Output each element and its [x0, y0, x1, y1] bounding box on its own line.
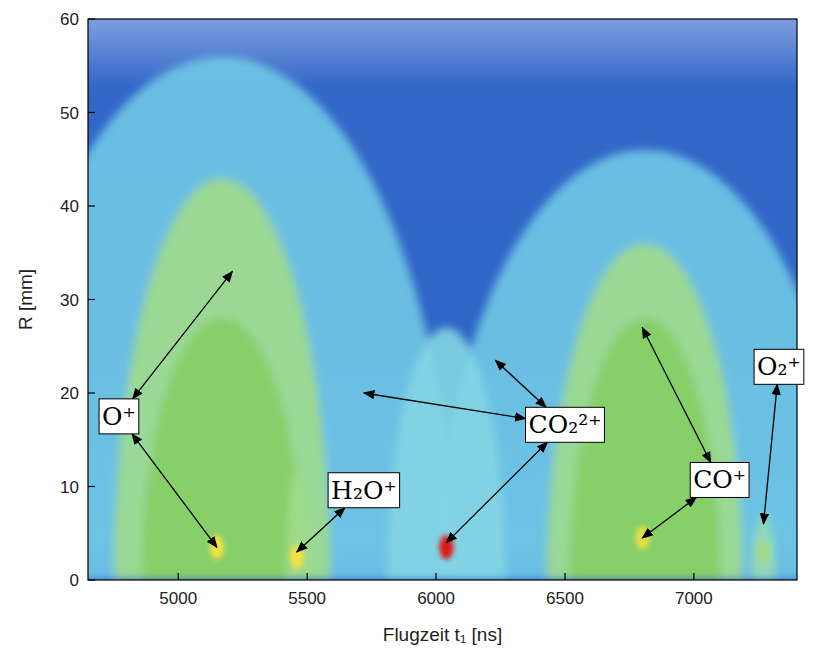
y-tick-label: 10	[60, 478, 79, 497]
x-tick-label: 6000	[417, 589, 455, 608]
arc-band	[570, 318, 720, 580]
arc-band	[285, 468, 308, 580]
y-tick	[88, 18, 95, 19]
annotation-arrow	[642, 328, 710, 463]
arc-band	[752, 515, 775, 580]
arc-band	[88, 57, 454, 580]
y-tick-label: 60	[60, 10, 79, 29]
y-tick	[88, 486, 95, 487]
y-tick-label: 50	[60, 104, 79, 123]
x-tick	[564, 573, 565, 580]
spot	[439, 535, 453, 559]
plot-area	[88, 57, 797, 580]
annotation-arrow	[446, 442, 547, 542]
arc-band	[114, 178, 331, 580]
annotation-label: O⁺	[102, 402, 136, 431]
x-tick-label: 5500	[288, 589, 326, 608]
chart: 5000 5500 6000 6500 7000 0 10 20 30 40 50 60 Flugzei…	[0, 0, 822, 661]
y-tick	[88, 299, 95, 300]
annotation-box	[328, 473, 400, 508]
annotation: O₂⁺	[754, 349, 804, 524]
x-tick-label: 7000	[675, 589, 713, 608]
y-tick	[88, 112, 95, 113]
x-axis-title: Flugzeit t₁ [ns]	[383, 624, 502, 645]
annotation-box	[754, 349, 804, 384]
annotation: H₂O⁺	[297, 473, 400, 552]
annotation-arrow	[297, 508, 345, 552]
spot	[756, 540, 770, 564]
x-tick	[435, 573, 436, 580]
y-tick	[88, 392, 95, 393]
annotation-label: O₂⁺	[757, 352, 801, 381]
y-tick-label: 30	[60, 291, 79, 310]
annotation: CO₂²⁺	[364, 360, 605, 542]
x-tick-label: 6500	[546, 589, 584, 608]
annotation-box	[690, 462, 749, 497]
annotation-label: CO₂²⁺	[529, 410, 602, 439]
annotation-label: H₂O⁺	[331, 476, 397, 505]
annotation-arrow	[763, 384, 777, 524]
y-tick	[88, 205, 95, 206]
x-tick	[693, 573, 694, 580]
spots	[210, 526, 771, 569]
plot-frame	[88, 19, 797, 580]
annotation-arrow	[364, 393, 526, 419]
annotation-label: CO⁺	[693, 465, 746, 494]
x-tick	[307, 573, 308, 580]
annotation-arrow	[495, 360, 546, 407]
y-tick-label: 20	[60, 384, 79, 403]
annotation-box	[99, 399, 139, 434]
annotation-arrow	[133, 271, 233, 398]
y-tick-label: 0	[70, 571, 79, 590]
arc-band	[142, 318, 302, 580]
annotations: O⁺ H₂O⁺ CO₂²⁺ CO⁺ O₂⁺	[99, 271, 804, 552]
y-axis-title: R [mm]	[15, 269, 36, 330]
annotation: CO⁺	[642, 328, 749, 538]
annotation-arrow	[132, 434, 217, 547]
annotation-arrow	[642, 497, 696, 537]
y-tick-label: 40	[60, 197, 79, 216]
intensity-bands	[88, 57, 797, 580]
x-tick-label: 5000	[159, 589, 197, 608]
annotation: O⁺	[99, 271, 232, 547]
x-tick	[178, 573, 179, 580]
y-tick	[88, 579, 95, 580]
annotation-box	[526, 407, 605, 442]
